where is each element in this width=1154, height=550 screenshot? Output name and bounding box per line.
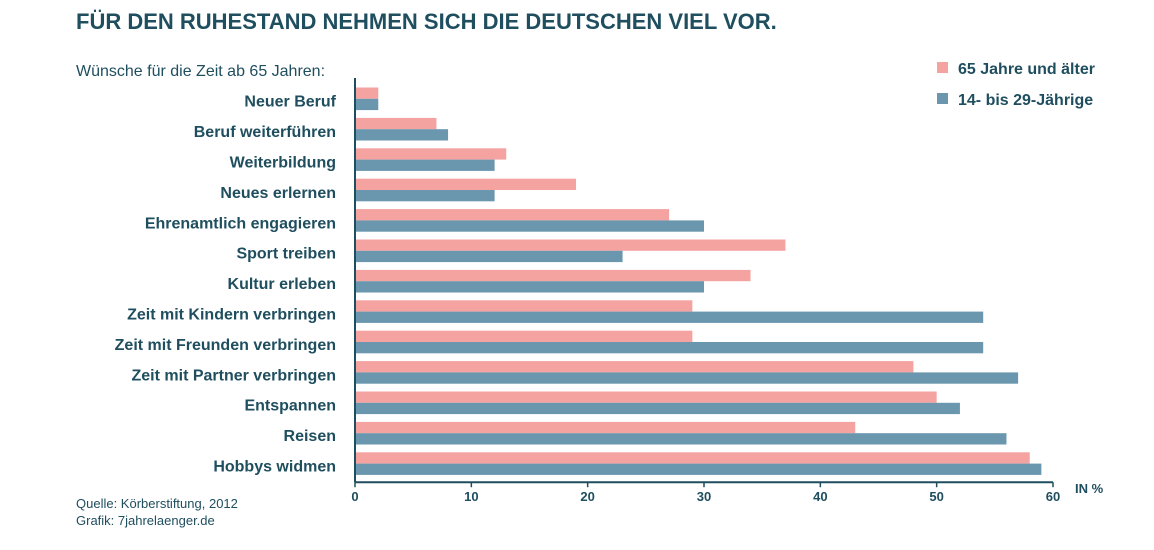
category-label-5: Sport treiben — [236, 246, 336, 263]
x-tick-label-1: 10 — [464, 489, 478, 504]
chart-title: FÜR DEN RUHESTAND NEHMEN SICH DIE DEUTSC… — [76, 9, 777, 34]
bar-14-29-10 — [355, 402, 960, 415]
category-label-2: Weiterbildung — [230, 155, 336, 172]
bar-14-29-7 — [355, 311, 984, 323]
bar-14-29-1 — [355, 129, 449, 141]
category-label-4: Ehrenamtlich engagieren — [145, 215, 336, 232]
category-label-10: Entspannen — [244, 398, 336, 415]
bar-65plus-12 — [355, 452, 1030, 464]
bar-65plus-11 — [355, 421, 856, 434]
bar-65plus-3 — [355, 178, 577, 190]
bar-65plus-7 — [355, 300, 693, 312]
bar-14-29-4 — [355, 220, 704, 232]
category-labels: Neuer Beruf Beruf weiterführen Weiterbildu… — [115, 94, 337, 476]
bar-65plus-1 — [355, 117, 437, 130]
legend-swatch-14-29 — [937, 93, 948, 104]
bar-14-29-12 — [355, 463, 1042, 475]
legend: 65 Jahre und älter 14- bis 29-Jährige — [937, 61, 1095, 109]
category-label-12: Hobbys widmen — [213, 459, 336, 476]
bar-65plus-4 — [355, 209, 670, 221]
legend-label-65plus: 65 Jahre und älter — [958, 61, 1095, 78]
bar-14-29-5 — [355, 250, 623, 263]
bar-14-29-2 — [355, 159, 495, 171]
category-label-8: Zeit mit Freunden verbringen — [115, 337, 336, 354]
legend-swatch-65plus — [937, 62, 948, 73]
category-label-11: Reisen — [284, 428, 336, 445]
bar-65plus-8 — [355, 330, 693, 342]
category-label-0: Neuer Beruf — [244, 94, 336, 111]
bar-65plus-5 — [355, 239, 786, 251]
x-tick-label-3: 30 — [697, 489, 711, 504]
bar-65plus-0 — [355, 87, 379, 99]
category-label-1: Beruf weiterführen — [194, 124, 336, 141]
bar-14-29-6 — [355, 281, 704, 293]
x-tick-label-2: 20 — [580, 489, 594, 504]
x-axis-unit-label: IN % — [1075, 481, 1104, 496]
bar-14-29-9 — [355, 372, 1019, 384]
legend-label-14-29: 14- bis 29-Jährige — [958, 92, 1093, 109]
bar-14-29-8 — [355, 342, 984, 354]
x-tick-label-6: 60 — [1046, 489, 1060, 504]
bar-14-29-11 — [355, 433, 1007, 445]
bars-group — [355, 87, 1042, 475]
category-label-9: Zeit mit Partner verbringen — [132, 367, 337, 384]
category-label-6: Kultur erleben — [228, 276, 336, 293]
source-note: Quelle: Körberstiftung, 2012 — [76, 496, 238, 511]
chart-subtitle: Wünsche für die Zeit ab 65 Jahren: — [76, 63, 325, 80]
category-label-7: Zeit mit Kindern verbringen — [127, 307, 336, 324]
category-label-3: Neues erlernen — [220, 185, 336, 202]
bar-65plus-9 — [355, 361, 914, 373]
x-tick-label-5: 50 — [929, 489, 943, 504]
credit-note: Grafik: 7jahrelaenger.de — [76, 513, 215, 528]
x-axis: 0 10 20 30 40 50 60 — [351, 78, 1060, 504]
bar-65plus-2 — [355, 148, 507, 160]
bar-65plus-10 — [355, 391, 937, 403]
bar-65plus-6 — [355, 269, 751, 282]
bar-14-29-3 — [355, 190, 495, 202]
x-tick-label-0: 0 — [351, 489, 358, 504]
bar-14-29-0 — [355, 98, 379, 111]
x-tick-label-4: 40 — [813, 489, 827, 504]
